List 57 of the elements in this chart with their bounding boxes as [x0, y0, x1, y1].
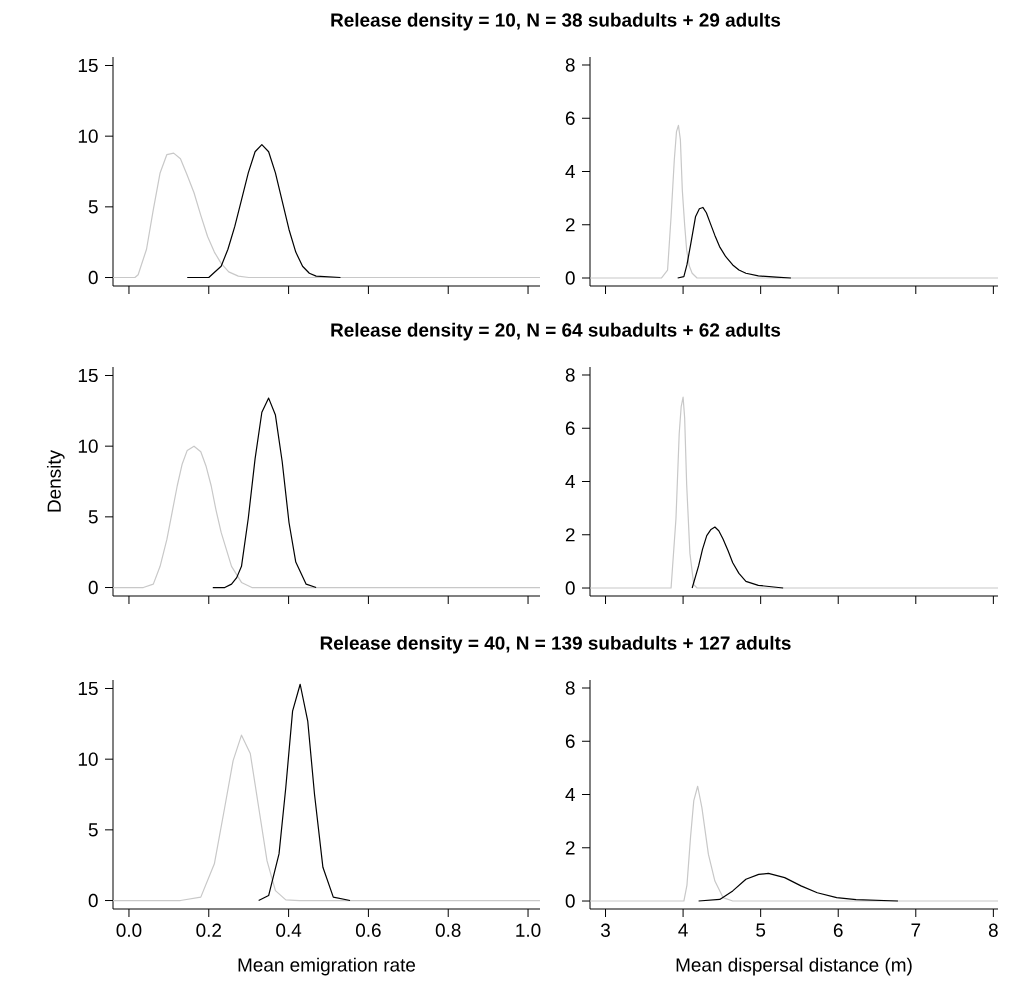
x-tick-label: 0.8 [435, 923, 461, 937]
line-series [258, 683, 351, 902]
y-tick-label: 8 [565, 681, 575, 695]
y-tick-label: 4 [565, 788, 575, 802]
y-tick-label: 4 [565, 165, 575, 179]
y-tick-label: 8 [565, 58, 575, 72]
line-series [590, 396, 999, 589]
x-tick-label: 0.6 [355, 923, 381, 937]
line-series [677, 206, 792, 279]
x-tick-label: 5 [756, 923, 766, 937]
chart-title: Release density = 40, N = 139 subadults + 127 adults [320, 635, 791, 654]
line-series [113, 152, 541, 279]
y-tick-label: 0 [565, 271, 575, 285]
y-tick-label: 0 [88, 270, 98, 285]
y-tick-label: 15 [78, 58, 98, 73]
y-tick-label: 0 [88, 580, 98, 595]
y-tick-label: 2 [565, 841, 575, 855]
x-tick-label: 8 [988, 923, 998, 937]
y-tick-label: 4 [565, 475, 575, 489]
y-tick-label: 5 [88, 823, 98, 837]
y-tick-label: 0 [565, 581, 575, 595]
x-tick-label: 4 [678, 923, 688, 937]
y-tick-label: 8 [565, 368, 575, 382]
y-tick-label: 15 [78, 368, 98, 383]
x-tick-label: 0.0 [116, 923, 142, 937]
x-axis-title: Mean dispersal distance (m) [676, 957, 912, 976]
y-tick-label: 15 [78, 681, 98, 696]
line-series [590, 124, 999, 279]
chart-title: Release density = 10, N = 38 subadults + 29 adults [331, 12, 781, 31]
y-tick-label: 10 [78, 439, 98, 453]
y-tick-label: 10 [78, 752, 98, 766]
x-tick-label: 6 [833, 923, 843, 937]
line-series [113, 445, 541, 589]
line-series [113, 734, 541, 902]
line-series [212, 397, 317, 589]
y-tick-label: 6 [565, 734, 575, 748]
y-tick-label: 2 [565, 528, 575, 542]
line-series [590, 785, 999, 902]
y-tick-label: 5 [88, 510, 98, 524]
line-series [186, 144, 342, 279]
y-tick-label: 6 [565, 421, 575, 435]
x-tick-label: 0.2 [196, 923, 221, 937]
line-series [691, 526, 784, 589]
chart-title: Release density = 20, N = 64 subadults + 62 adults [331, 322, 781, 341]
y-tick-label: 10 [78, 129, 98, 143]
y-tick-label: 0 [565, 894, 575, 908]
line-series [698, 872, 899, 902]
x-tick-label: 0.4 [276, 923, 302, 937]
x-tick-label: 1.0 [516, 923, 541, 937]
x-tick-label: 3 [600, 923, 610, 937]
x-tick-label: 7 [911, 923, 921, 937]
y-axis-title: Density [46, 450, 65, 512]
y-tick-label: 6 [565, 111, 575, 125]
y-tick-label: 5 [88, 200, 98, 214]
x-axis-title: Mean emigration rate [238, 957, 416, 976]
y-tick-label: 2 [565, 218, 575, 232]
y-tick-label: 0 [88, 893, 98, 908]
